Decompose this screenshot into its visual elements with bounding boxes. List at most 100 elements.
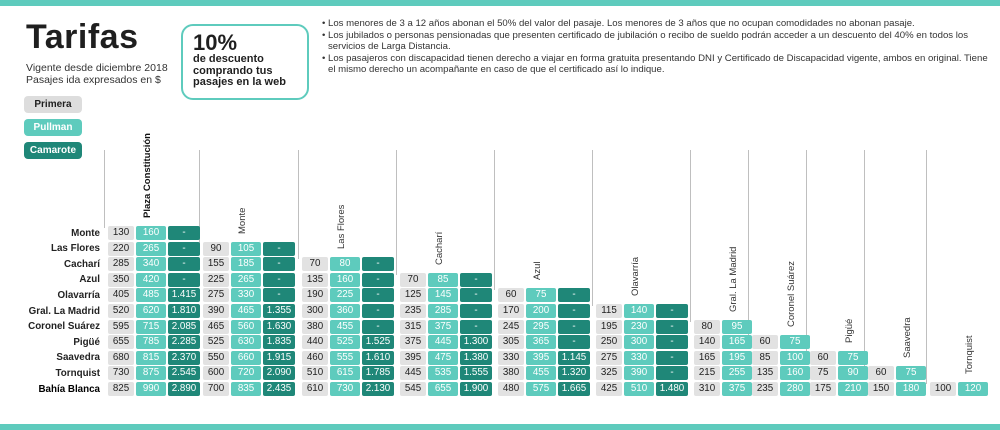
fare-pullman: 75 — [526, 288, 556, 303]
fare-primera: 235 — [752, 382, 778, 396]
fare-pullman: 100 — [780, 350, 810, 365]
fare-primera: 235 — [400, 304, 426, 318]
row-label: Monte — [71, 227, 100, 239]
fare-primera: 60 — [868, 366, 894, 381]
column-header: Coronel Suárez — [786, 261, 797, 328]
fare-pullman: 140 — [624, 304, 654, 318]
fare-primera: 680 — [108, 350, 134, 365]
row-label: Tornquist — [55, 367, 100, 379]
fare-pullman: 280 — [780, 382, 810, 396]
fare-pullman: 90 — [838, 366, 868, 381]
fare-camarote: - — [362, 272, 394, 287]
fare-camarote: - — [263, 272, 295, 287]
fare-camarote: 1.665 — [558, 382, 590, 396]
fare-primera: 510 — [302, 366, 328, 381]
row-label: Coronel Suárez — [28, 321, 100, 333]
fare-primera: 75 — [810, 366, 836, 381]
fare-primera: 130 — [108, 226, 134, 240]
row-label: Saavedra — [56, 352, 100, 364]
legend-pullman: Pullman — [24, 119, 82, 136]
fare-camarote: - — [362, 257, 394, 272]
fare-primera: 170 — [498, 304, 524, 318]
fare-pullman: 230 — [624, 319, 654, 334]
fare-pullman: 200 — [526, 304, 556, 318]
fare-camarote: 1.810 — [168, 304, 200, 318]
fare-camarote: 1.610 — [362, 350, 394, 365]
column-header: Saavedra — [902, 317, 913, 359]
fare-camarote: - — [263, 241, 295, 256]
fare-primera: 60 — [752, 335, 778, 350]
subtitle-currency: Pasajes ida expresados en $ — [26, 74, 161, 86]
fare-primera: 325 — [596, 366, 622, 381]
fare-pullman: 420 — [136, 272, 166, 287]
fare-pullman: 285 — [428, 304, 458, 318]
fare-primera: 310 — [694, 382, 720, 396]
fare-primera: 380 — [302, 319, 328, 334]
fare-pullman: 265 — [231, 272, 261, 287]
bottom-accent-bar — [0, 424, 1000, 430]
fare-pullman: 815 — [136, 350, 166, 365]
fare-pullman: 330 — [231, 288, 261, 303]
column-header: Las Flores — [336, 204, 347, 250]
fare-camarote: - — [168, 272, 200, 287]
fare-camarote: 2.130 — [362, 382, 394, 396]
fare-primera: 315 — [400, 319, 426, 334]
fare-pullman: 620 — [136, 304, 166, 318]
discount-percent: 10% — [193, 30, 238, 55]
fare-primera: 60 — [810, 350, 836, 365]
fare-pullman: 80 — [330, 257, 360, 272]
fare-camarote: 2.545 — [168, 366, 200, 381]
fare-pullman: 300 — [624, 335, 654, 350]
column-divider — [748, 150, 749, 338]
page-subtitle: Vigente desde diciembre 2018 Pasajes ida… — [26, 62, 186, 86]
fare-pullman: 210 — [838, 382, 868, 396]
fare-primera: 275 — [596, 350, 622, 365]
fare-primera: 300 — [302, 304, 328, 318]
fare-primera: 100 — [930, 382, 956, 396]
fare-primera: 730 — [108, 366, 134, 381]
fare-pullman: 360 — [330, 304, 360, 318]
fare-primera: 175 — [810, 382, 836, 396]
fare-pullman: 720 — [231, 366, 261, 381]
fare-camarote: 2.370 — [168, 350, 200, 365]
fare-pullman: 875 — [136, 366, 166, 381]
fare-primera: 125 — [400, 288, 426, 303]
fare-pullman: 105 — [231, 241, 261, 256]
fare-primera: 250 — [596, 335, 622, 350]
column-divider — [494, 150, 495, 291]
fare-primera: 525 — [203, 335, 229, 350]
fare-primera: 460 — [302, 350, 328, 365]
fare-pullman: 160 — [330, 272, 360, 287]
column-header: Azul — [532, 261, 543, 281]
fare-pullman: 785 — [136, 335, 166, 350]
column-header: Pigüé — [844, 318, 855, 343]
fare-pullman: 330 — [624, 350, 654, 365]
row-label: Gral. La Madrid — [28, 305, 100, 317]
fare-pullman: 75 — [896, 366, 926, 381]
row-label: Pigüé — [73, 336, 100, 348]
fare-camarote: 1.355 — [263, 304, 295, 318]
fare-camarote: - — [558, 304, 590, 318]
fare-pullman: 455 — [526, 366, 556, 381]
fare-camarote: - — [558, 288, 590, 303]
fare-primera: 70 — [302, 257, 328, 272]
fare-primera: 445 — [400, 366, 426, 381]
fare-pullman: 265 — [136, 241, 166, 256]
legend-camarote: Camarote — [24, 142, 82, 159]
fare-pullman: 255 — [722, 366, 752, 381]
class-legend: Primera Pullman Camarote — [24, 96, 84, 165]
fare-camarote: - — [656, 335, 688, 350]
fare-primera: 135 — [302, 272, 328, 287]
fare-pullman: 165 — [722, 335, 752, 350]
fare-pullman: 95 — [722, 319, 752, 334]
fare-camarote: 1.785 — [362, 366, 394, 381]
discount-line-3: pasajes en la web — [193, 76, 286, 88]
fare-camarote: - — [558, 335, 590, 350]
fare-primera: 655 — [108, 335, 134, 350]
fare-primera: 135 — [752, 366, 778, 381]
fare-camarote: 1.480 — [656, 382, 688, 396]
fare-camarote: - — [362, 304, 394, 318]
fare-camarote: 2.090 — [263, 366, 295, 381]
column-divider — [926, 150, 927, 384]
